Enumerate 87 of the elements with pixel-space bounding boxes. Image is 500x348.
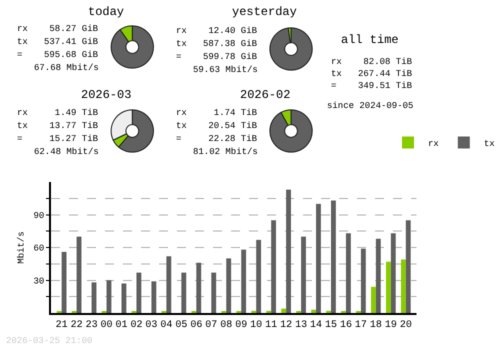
donut-slice (269, 109, 313, 153)
bar (256, 240, 262, 313)
bar (346, 233, 351, 313)
text: tx 20.54 TiB (176, 121, 258, 131)
x-tick-label: 02 (130, 320, 142, 331)
text: rx 1.49 TiB (17, 108, 99, 118)
bar (136, 272, 142, 313)
x-tick-label: 22 (70, 320, 83, 331)
bar (371, 286, 376, 313)
x-tick-label: 21 (56, 320, 68, 331)
bar (316, 204, 321, 313)
x-tick-label: 19 (384, 320, 397, 331)
x-tick-label: 03 (145, 320, 158, 331)
bar (196, 262, 202, 313)
bar (241, 250, 246, 313)
x-tick-label: 15 (325, 320, 338, 331)
x-tick-label: 18 (370, 320, 382, 331)
bar (301, 236, 306, 313)
bar (181, 272, 186, 313)
text: = 22.28 TiB (176, 134, 258, 144)
text: all time (341, 33, 399, 47)
bar (400, 260, 406, 313)
text: tx 587.38 GiB (176, 39, 258, 49)
bar (376, 238, 381, 313)
text: rx 58.27 GiB (17, 24, 99, 34)
x-tick-label: 05 (175, 320, 188, 331)
bar (386, 262, 391, 313)
bar (166, 256, 172, 313)
x-tick-label: 23 (86, 320, 98, 331)
text: 81.02 Mbit/s (193, 147, 258, 157)
x-tick-label: 10 (250, 320, 262, 331)
y-tick-label: 60 (34, 244, 44, 254)
x-tick-label: 11 (265, 320, 278, 331)
y-tick-label: 30 (34, 276, 44, 286)
text: = 15.27 TiB (17, 134, 99, 144)
text: = 349.51 TiB (331, 81, 413, 91)
bar (390, 233, 396, 313)
bar (92, 282, 96, 313)
text: 59.63 Mbit/s (193, 65, 258, 75)
chart-title: today (88, 5, 124, 19)
text: = 595.68 GiB (17, 50, 99, 60)
donut-slice (110, 25, 154, 69)
donut-slice (269, 27, 313, 71)
bar (360, 248, 366, 313)
legend-label: tx (484, 139, 495, 150)
chart-title: 2026-03 (81, 88, 132, 102)
bar (281, 308, 286, 313)
x-tick-label: 08 (220, 320, 232, 331)
bar (211, 272, 216, 313)
text: tx 267.44 TiB (331, 69, 413, 79)
bar (286, 190, 291, 313)
text: since 2024-09-05 (327, 101, 414, 111)
text: tx 537.41 GiB (17, 37, 99, 47)
x-tick-label: 20 (400, 320, 412, 331)
bar (226, 258, 232, 313)
text: tx 13.77 TiB (17, 121, 99, 131)
bar (76, 236, 82, 313)
x-tick-label: 12 (280, 320, 292, 331)
text: rx 82.08 TiB (331, 57, 413, 67)
x-tick-label: 07 (205, 320, 218, 331)
x-tick-label: 09 (235, 320, 248, 331)
chart-title: 2026-02 (240, 88, 290, 102)
bar (121, 284, 126, 313)
x-tick-label: 16 (340, 320, 352, 331)
x-tick-label: 01 (115, 320, 128, 331)
bar (311, 310, 316, 313)
bar (62, 252, 66, 313)
text: rx 1.74 TiB (176, 108, 258, 118)
x-tick-label: 13 (295, 320, 308, 331)
text: rx 12.40 GiB (176, 26, 258, 36)
text: 67.68 Mbit/s (34, 63, 99, 73)
bar (331, 200, 336, 313)
x-tick-label: 14 (310, 320, 322, 331)
text: 62.48 Mbit/s (34, 147, 99, 157)
bar (151, 281, 156, 313)
legend-label: rx (428, 139, 439, 150)
y-tick-label: 90 (34, 210, 44, 221)
bar (406, 220, 411, 313)
x-tick-label: 06 (190, 320, 202, 331)
x-tick-label: 04 (160, 320, 172, 331)
text: = 599.78 GiB (176, 52, 258, 62)
y-axis-title: Mbit/s (16, 231, 26, 264)
x-tick-label: 17 (354, 320, 367, 331)
x-tick-label: 00 (100, 320, 113, 331)
bar (271, 220, 276, 313)
chart-title: yesterday (232, 5, 297, 19)
bar (106, 280, 112, 313)
